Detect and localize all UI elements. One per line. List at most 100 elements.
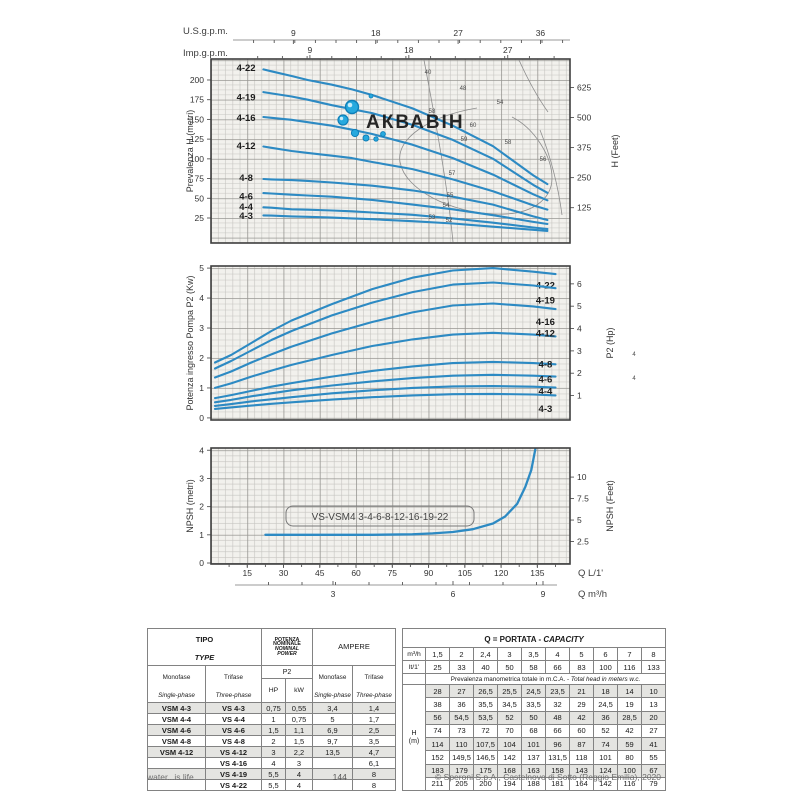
- y-tick-right-label: 10: [577, 472, 587, 482]
- table-cell: VSM 4-8: [147, 735, 206, 747]
- table-cell: 74: [425, 723, 450, 739]
- axis-title-head-feet: H (Feet): [610, 134, 620, 167]
- table-cell: 58: [521, 660, 546, 674]
- table-cell: 21: [569, 683, 594, 699]
- npsh-label: VS-VSM4 3-4-6-8-12-16-19-22: [312, 512, 449, 523]
- efficiency-line: [423, 59, 454, 243]
- table-cell: 107,5: [473, 736, 498, 752]
- header-ampere: AMPERE: [312, 628, 396, 666]
- model-row: VS 4-22 5,5 4 8: [147, 779, 396, 791]
- table-cell: 36: [449, 697, 474, 712]
- curve-4-3: [262, 214, 549, 232]
- table-cell: 3,5: [521, 647, 546, 661]
- curve-label-4-22: 4-22: [237, 63, 256, 74]
- efficiency-value: 55: [447, 193, 454, 199]
- table-cell: VS 4-6: [205, 724, 262, 736]
- efficiency-value: 4: [632, 352, 636, 358]
- table-cell: 4,7: [352, 746, 396, 758]
- table-cell: 1,5: [425, 647, 450, 661]
- curve-label-4-19: 4-19: [237, 92, 256, 103]
- chart-power: 4-224-194-164-124-84-64-44-3012345123456…: [199, 263, 636, 423]
- tick-label: 18: [404, 45, 414, 55]
- y-tick-right-label: 250: [577, 173, 591, 183]
- tick-label: 27: [503, 45, 513, 55]
- tick-label: 105: [458, 568, 472, 578]
- head-note: Prevalenza manometrica totale in m.C.A. …: [425, 673, 666, 685]
- table-cell: 66: [545, 660, 570, 674]
- tick-label: 30: [279, 568, 289, 578]
- table-cell: VSM 4-4: [147, 713, 206, 725]
- tick-label: 18: [371, 28, 381, 38]
- table-cell: 33: [449, 660, 474, 674]
- table-cell: 8: [641, 647, 666, 661]
- table-cell: VSM 4-3: [147, 702, 206, 714]
- table-cell: [312, 757, 353, 769]
- capacity-table: Q = PORTATA - CAPACITY m³/h 1,5 2 2,4 3 3,5 4…: [402, 628, 666, 792]
- table-cell: 110: [449, 736, 474, 752]
- table-cell: 70: [497, 723, 522, 739]
- curve-label-4-8: 4-8: [239, 173, 253, 184]
- table-cell: 2,5: [352, 724, 396, 736]
- table-cell: 74: [593, 736, 618, 752]
- tick-label: 45: [315, 568, 325, 578]
- table-cell: 42: [617, 723, 642, 739]
- header-ampere-monofase: Monofase Single-phase: [312, 665, 353, 703]
- table-cell: 5: [569, 647, 594, 661]
- tick-label: 60: [351, 568, 361, 578]
- table-cell: 87: [569, 736, 594, 752]
- head-row: H (m) 28 27 26,5 25,5 24,5 23,5 21 18 14 10: [402, 683, 666, 791]
- curve-label-4-12: 4-12: [536, 328, 555, 339]
- header-potenza: POTENZA NOMINALE NOMINAL POWER: [261, 628, 313, 666]
- table-cell: 56: [425, 710, 450, 725]
- table-cell: 80: [617, 750, 642, 765]
- table-cell: 2: [449, 647, 474, 661]
- tick-label: 9: [541, 589, 546, 599]
- table-cell: 33,5: [521, 697, 546, 712]
- table-cell: 48: [545, 710, 570, 725]
- tick-label: 6: [451, 589, 456, 599]
- header-trifase: Trifase Three-phase: [205, 665, 262, 703]
- model-row: VSM 4-8 VS 4-8 2 1,5 9,7 3,5: [147, 735, 396, 747]
- table-cell: 83: [569, 660, 594, 674]
- y-tick-label: 2: [199, 502, 204, 512]
- table-cell: 0,75: [261, 702, 286, 714]
- table-cell: 20: [641, 710, 666, 725]
- header-ampere-trifase: Trifase Three-phase: [352, 665, 396, 703]
- watermark-text: АКВАВІН: [366, 112, 465, 133]
- curve-4-6: [262, 192, 549, 226]
- axis-unit-label: Q m³/h: [578, 589, 607, 600]
- y-tick-right-label: 2.5: [577, 537, 589, 547]
- model-row: VSM 4-4 VS 4-4 1 0,75 5 1,7: [147, 713, 396, 725]
- table-cell: 2: [261, 735, 286, 747]
- efficiency-value: 52: [446, 218, 453, 224]
- axis-title-p2: Potenza ingresso Pompa P2 (Kw): [185, 275, 195, 410]
- table-cell: VSM 4-6: [147, 724, 206, 736]
- table-cell: 131,5: [545, 750, 570, 765]
- curve-label-4-6: 4-6: [539, 375, 553, 386]
- table-cell: 104: [497, 736, 522, 752]
- table-cell: 26,5: [473, 683, 498, 699]
- y-tick-label: 1: [199, 383, 204, 393]
- header-q-capacity: Q = PORTATA - CAPACITY: [402, 628, 666, 648]
- curve-4-12: [262, 145, 549, 211]
- table-cell: 52: [497, 710, 522, 725]
- table-cell: 164: [569, 776, 594, 792]
- tick-label: 36: [536, 28, 546, 38]
- watermark: АКВАВІН: [337, 93, 465, 142]
- efficiency-value: 53: [429, 215, 436, 221]
- y-tick-label: 50: [195, 193, 205, 203]
- y-tick-right-label: 4: [577, 324, 582, 334]
- chart-npsh-border: [210, 447, 571, 565]
- chart-power-border: [210, 265, 571, 421]
- table-cell: 2,4: [473, 647, 498, 661]
- page-footer: water...is life 144 © Speroni S.p.A., Ca…: [147, 772, 661, 782]
- table-cell: VSM 4-12: [147, 746, 206, 758]
- y-tick-label: 3: [199, 323, 204, 333]
- table-cell: 66: [545, 723, 570, 739]
- efficiency-value: 59: [461, 137, 468, 143]
- y-tick-right-label: 500: [577, 113, 591, 123]
- table-cell: 28,5: [617, 710, 642, 725]
- table-cell: 36: [593, 710, 618, 725]
- table-cell: 6: [593, 647, 618, 661]
